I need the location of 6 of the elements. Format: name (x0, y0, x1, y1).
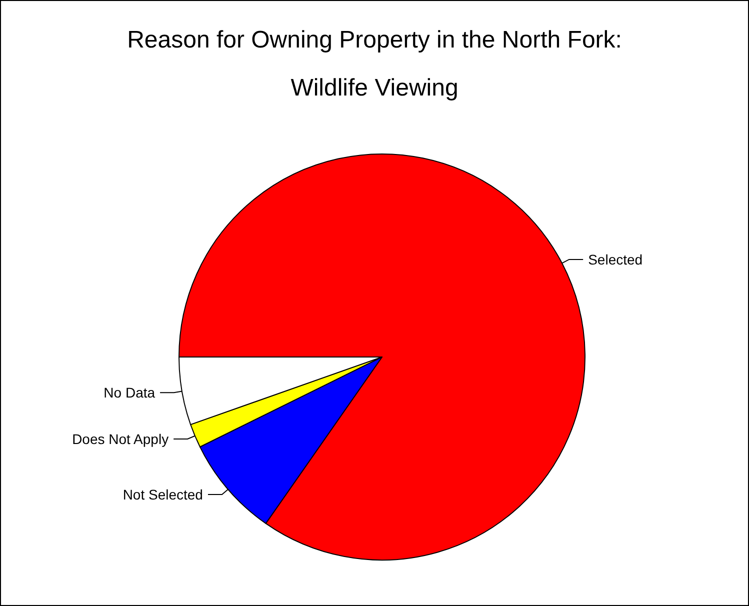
slice-label: Not Selected (122, 486, 203, 503)
chart-title: Reason for Owning Property in the North Fork: (127, 26, 622, 54)
slice-label: Does Not Apply (72, 430, 169, 447)
slice-label: No Data (104, 384, 156, 401)
chart-subtitle: Wildlife Viewing (290, 74, 458, 102)
slice-label: Selected (588, 251, 643, 268)
